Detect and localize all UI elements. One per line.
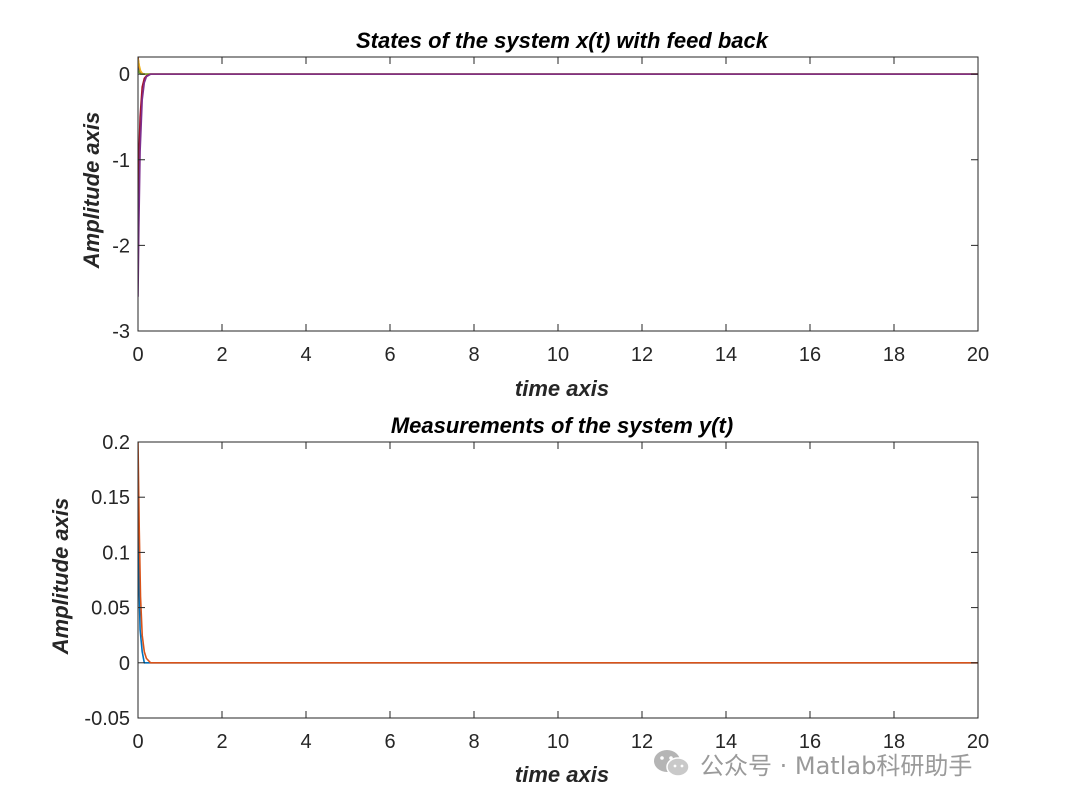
wechat-icon <box>654 750 690 777</box>
y-tick-label: -2 <box>112 235 130 257</box>
y-tick-label: -0.05 <box>84 708 130 730</box>
y-tick-label: 0 <box>119 64 130 86</box>
x-tick-label: 6 <box>384 344 395 366</box>
x-axis-label: time axis <box>515 376 609 401</box>
x-tick-label: 20 <box>967 731 989 753</box>
y-tick-label: 0.05 <box>91 598 130 620</box>
x-tick-label: 20 <box>967 344 989 366</box>
x-tick-label: 0 <box>132 344 143 366</box>
x-tick-label: 16 <box>799 731 821 753</box>
x-tick-label: 14 <box>715 344 737 366</box>
series-line-1 <box>138 519 978 664</box>
plot-area <box>138 442 978 664</box>
x-tick-label: 2 <box>216 731 227 753</box>
y-tick-label: 0.15 <box>91 487 130 509</box>
x-tick-label: 16 <box>799 344 821 366</box>
x-tick-label: 10 <box>547 344 569 366</box>
x-tick-label: 4 <box>300 731 311 753</box>
x-tick-label: 8 <box>468 731 479 753</box>
x-tick-label: 10 <box>547 731 569 753</box>
y-tick-label: 0.1 <box>102 542 130 564</box>
y-tick-label: 0 <box>119 653 130 675</box>
x-tick-label: 2 <box>216 344 227 366</box>
axes-box <box>137 441 979 719</box>
axes-box <box>137 56 979 332</box>
chart-title: Measurements of the system y(t) <box>391 413 733 438</box>
x-tick-label: 8 <box>468 344 479 366</box>
y-axis-label: Amplitude axis <box>48 498 73 655</box>
x-tick-label: 12 <box>631 731 653 753</box>
y-tick-label: -3 <box>112 321 130 343</box>
x-tick-label: 0 <box>132 731 143 753</box>
y-tick-label: -1 <box>112 150 130 172</box>
series-line-2 <box>138 442 978 664</box>
watermark: 公众号 · Matlab科研助手 <box>652 745 972 781</box>
x-tick-label: 18 <box>883 731 905 753</box>
subplot-states: States of the system x(t) with feed back… <box>79 28 989 401</box>
chart-title: States of the system x(t) with feed back <box>356 28 770 53</box>
x-tick-label: 14 <box>715 731 737 753</box>
y-tick-label: 0.2 <box>102 432 130 454</box>
x-axis-label: time axis <box>515 762 609 787</box>
watermark-text: 公众号 · Matlab科研助手 <box>700 751 973 780</box>
plot-area <box>138 57 978 297</box>
x-tick-label: 12 <box>631 344 653 366</box>
x-tick-label: 6 <box>384 731 395 753</box>
x-tick-label: 4 <box>300 344 311 366</box>
series-line-5 <box>138 73 978 203</box>
series-line-6 <box>138 73 978 297</box>
x-tick-label: 18 <box>883 344 905 366</box>
y-axis-label: Amplitude axis <box>79 112 104 269</box>
subplot-measurements: Measurements of the system y(t) time axi… <box>48 413 989 787</box>
